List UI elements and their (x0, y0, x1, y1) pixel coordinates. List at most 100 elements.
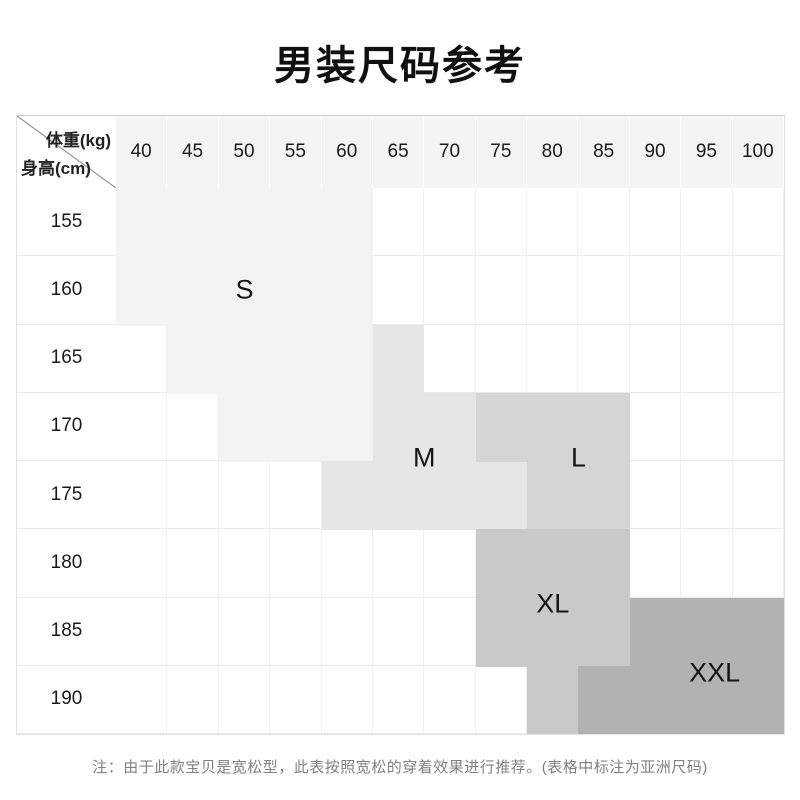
grid-cell (321, 597, 373, 666)
x-axis-label: 体重(kg) (45, 131, 111, 150)
weight-header-cell: 50 (218, 116, 271, 188)
size-label-s: S (235, 274, 254, 305)
grid-cell (732, 392, 784, 461)
height-header-cell: 180 (17, 529, 116, 598)
grid-cell (116, 529, 168, 598)
weight-header-cell: 100 (732, 116, 784, 188)
grid-cell (270, 665, 322, 734)
grid-cell (629, 392, 682, 461)
grid-cell (681, 324, 733, 393)
grid-cell (270, 461, 322, 530)
weight-header-cell: 85 (578, 116, 630, 188)
height-header-cell: 170 (17, 392, 116, 461)
grid-cell (527, 256, 579, 325)
grid-cell (270, 597, 322, 666)
grid-cell (475, 188, 528, 257)
size-region-xl (527, 665, 579, 734)
axis-corner-cell: 体重(kg) 身高(cm) (17, 116, 116, 188)
grid-cell (218, 665, 271, 734)
size-label-m: M (413, 442, 436, 473)
grid-cell (681, 256, 733, 325)
grid-cell (578, 324, 630, 393)
size-region-xl (475, 597, 630, 667)
y-axis-label: 身高(cm) (21, 159, 91, 178)
grid-cell (475, 665, 528, 734)
size-region-m (321, 461, 528, 531)
size-table: 体重(kg) 身高(cm) 40 45 50 55 60 65 70 75 80 85 90 95 10… (16, 115, 785, 735)
size-label-xl: XL (536, 588, 570, 619)
grid-cell (218, 529, 271, 598)
weight-header-cell: 90 (629, 116, 682, 188)
grid-cell (732, 529, 784, 598)
grid-cell (681, 188, 733, 257)
height-header-cell: 155 (17, 188, 116, 257)
size-region-s (167, 324, 373, 394)
grid-cell (424, 597, 476, 666)
grid-cell (372, 529, 425, 598)
height-header-cell: 190 (17, 665, 116, 734)
weight-header-cell: 75 (475, 116, 528, 188)
size-region-xxl (629, 597, 784, 667)
grid-cell (629, 188, 682, 257)
size-region-m (372, 392, 476, 462)
size-region-s (218, 392, 373, 462)
grid-cell (167, 597, 219, 666)
height-header-cell: 160 (17, 256, 116, 325)
size-label-l: L (570, 442, 586, 473)
grid-cell (681, 529, 733, 598)
grid-cell (424, 324, 476, 393)
grid-cell (116, 324, 168, 393)
size-region-xl (475, 529, 630, 599)
size-region-m (372, 324, 425, 394)
grid-cell (321, 665, 373, 734)
grid-cell (116, 392, 168, 461)
grid-cell (732, 188, 784, 257)
weight-header-cell: 70 (424, 116, 476, 188)
weight-header-cell: 80 (527, 116, 579, 188)
grid-cell (424, 188, 476, 257)
page-title: 男装尺码参考 (274, 44, 526, 88)
grid-cell (270, 529, 322, 598)
grid-cell (167, 461, 219, 530)
grid-cell (475, 256, 528, 325)
height-header-cell: 185 (17, 597, 116, 666)
weight-header-cell: 95 (681, 116, 733, 188)
weight-header-cell: 55 (270, 116, 322, 188)
size-region-s (116, 188, 373, 258)
grid-cell (218, 597, 271, 666)
grid-cell (681, 461, 733, 530)
grid-cell (167, 392, 219, 461)
grid-cell (629, 461, 682, 530)
grid-cell (424, 256, 476, 325)
footnote: 注：由于此款宝贝是宽松型，此表按照宽松的穿着效果进行推荐。(表格中标注为亚洲尺码… (92, 759, 708, 776)
height-header-cell: 175 (17, 461, 116, 530)
grid-cell (527, 324, 579, 393)
size-region-l (475, 392, 630, 462)
grid-cell (475, 324, 528, 393)
grid-cell (116, 461, 168, 530)
weight-header-cell: 40 (116, 116, 168, 188)
grid-cell (424, 665, 476, 734)
weight-header-cell: 65 (372, 116, 425, 188)
grid-cell (629, 256, 682, 325)
grid-cell (527, 188, 579, 257)
grid-cell (372, 256, 425, 325)
grid-cell (116, 597, 168, 666)
grid-cell (578, 256, 630, 325)
weight-header-cell: 60 (321, 116, 373, 188)
weight-header-cell: 45 (167, 116, 219, 188)
size-region-l (527, 461, 630, 531)
grid-cell (732, 461, 784, 530)
grid-cell (578, 188, 630, 257)
height-header-cell: 165 (17, 324, 116, 393)
diagonal-divider-line (17, 116, 116, 188)
grid-cell (167, 529, 219, 598)
grid-cell (732, 256, 784, 325)
grid-cell (218, 461, 271, 530)
grid-cell (372, 665, 425, 734)
grid-cell (116, 665, 168, 734)
grid-cell (681, 392, 733, 461)
grid-cell (629, 529, 682, 598)
grid-cell (372, 188, 425, 257)
